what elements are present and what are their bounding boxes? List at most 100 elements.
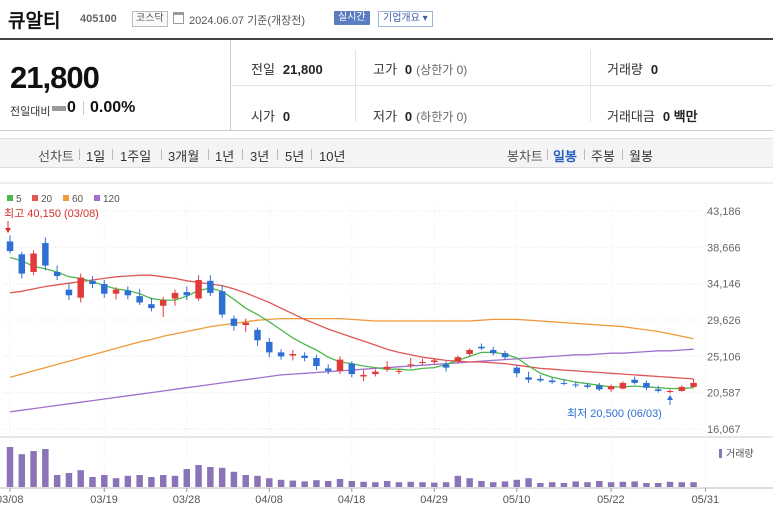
- candle-body: [596, 385, 603, 390]
- volume-bar: [407, 481, 414, 487]
- divider: [161, 149, 162, 160]
- candle-body: [30, 253, 37, 272]
- candle-body: [407, 364, 414, 366]
- period-5y[interactable]: 5년: [285, 149, 305, 164]
- volume-bar: [678, 482, 686, 487]
- divider: [277, 149, 278, 160]
- x-tick-label: 05/10: [503, 494, 531, 506]
- stat-label: 고가: [373, 62, 397, 77]
- volume-bar: [101, 475, 108, 487]
- volume-bar: [690, 482, 697, 487]
- volume-bar: [112, 478, 120, 487]
- candle-body: [124, 290, 132, 296]
- candle-body: [537, 378, 544, 381]
- period-10y[interactable]: 10년: [319, 149, 346, 164]
- period-monthly[interactable]: 월봉: [629, 149, 653, 164]
- stat-value: 0: [404, 109, 413, 124]
- stat-high: 고가 0 (상한가 0): [373, 59, 467, 78]
- divider: [231, 85, 773, 86]
- stock-header: 큐알티 405100 코스닥 2024.06.07 기준(개장전) 실시간 기업…: [0, 0, 773, 38]
- volume-bar: [654, 483, 662, 487]
- volume-bar: [6, 447, 14, 487]
- volume-bar: [643, 483, 650, 487]
- period-1y[interactable]: 1년: [215, 149, 235, 164]
- volume-bar: [18, 454, 26, 487]
- candle-body: [242, 322, 249, 326]
- candle-body: [560, 382, 568, 384]
- volume-bar: [171, 475, 179, 487]
- volume-bar: [148, 477, 155, 487]
- company-overview-dropdown[interactable]: 기업개요 ▾: [378, 11, 433, 27]
- volume-bar: [596, 481, 603, 487]
- high-annotation: 최고 40,150 (03/08): [4, 207, 99, 220]
- volume-bar: [89, 477, 96, 487]
- period-toolbar: 선차트 1일 1주일 3개월 1년 3년 5년 10년 봉차트 일봉 주봉 월봉: [0, 138, 773, 168]
- candle-body: [666, 390, 674, 392]
- period-daily[interactable]: 일봉: [553, 149, 577, 164]
- stat-label: 전일: [251, 62, 275, 77]
- period-1d[interactable]: 1일: [86, 149, 106, 164]
- volume-bar: [42, 449, 49, 487]
- candle-body: [42, 243, 49, 266]
- candle-body: [230, 318, 238, 326]
- legend-swatch: [7, 195, 13, 201]
- candle-body: [289, 353, 297, 356]
- volume-bar: [631, 481, 638, 487]
- stat-open: 시가 0: [251, 106, 290, 125]
- candle-body: [148, 304, 155, 309]
- divider: [79, 149, 80, 160]
- stat-label: 거래대금: [607, 109, 655, 124]
- candle-body: [254, 329, 261, 341]
- period-1w[interactable]: 1주일: [120, 149, 152, 164]
- candle-body: [183, 292, 191, 296]
- volume-bar: [431, 482, 438, 487]
- volume-bar: [254, 475, 261, 487]
- volume-bar: [454, 475, 462, 487]
- stat-value: 0: [404, 62, 413, 77]
- period-3y[interactable]: 3년: [250, 149, 270, 164]
- divider: [208, 149, 209, 160]
- candle-body: [360, 374, 367, 377]
- flat-change-icon: [52, 106, 66, 111]
- change-label: 전일대비: [10, 106, 51, 118]
- line-chart-label: 선차트: [38, 149, 74, 164]
- period-3m[interactable]: 3개월: [168, 149, 200, 164]
- candle-body: [442, 364, 450, 368]
- candle-body: [171, 292, 179, 299]
- volume-bar: [183, 469, 191, 487]
- candle-body: [6, 241, 14, 252]
- candle-body: [631, 379, 638, 383]
- volume-bar: [65, 473, 73, 487]
- candle-body: [478, 346, 485, 349]
- volume-bar: [313, 480, 320, 487]
- candle-body: [690, 382, 697, 387]
- candle-body: [277, 352, 285, 357]
- volume-bar: [395, 482, 403, 487]
- price-summary: 21,800 전일대비 0 0.00% 전일 21,800 고가 0 (상한가 0) …: [0, 38, 773, 131]
- volume-bar: [572, 481, 579, 487]
- realtime-button[interactable]: 실시간: [334, 11, 370, 25]
- stat-prev-close: 전일 21,800: [251, 59, 323, 78]
- stock-code: 405100: [80, 13, 117, 25]
- candle-body: [77, 277, 84, 298]
- stat-low: 저가 0 (하한가 0): [373, 106, 467, 125]
- x-tick-label: 03/19: [90, 494, 118, 506]
- candle-body: [159, 300, 167, 306]
- volume-bar: [560, 483, 568, 487]
- candle-body: [207, 280, 214, 293]
- candle-body: [112, 289, 120, 294]
- period-weekly[interactable]: 주봉: [591, 149, 615, 164]
- y-tick-label: 43,186: [707, 206, 741, 218]
- divider: [311, 149, 312, 160]
- x-tick-label: 04/29: [420, 494, 448, 506]
- market-badge: 코스닥: [132, 11, 168, 27]
- volume-bar: [501, 481, 509, 487]
- volume-bar: [207, 467, 214, 487]
- high-arrow-head: [5, 228, 11, 233]
- candle-body: [89, 280, 96, 285]
- stat-sub: (하한가 0): [416, 110, 468, 124]
- stock-name: 큐알티: [8, 11, 61, 32]
- current-price: 21,800: [10, 60, 100, 95]
- divider: [83, 101, 84, 115]
- x-tick-label: 03/08: [0, 494, 24, 506]
